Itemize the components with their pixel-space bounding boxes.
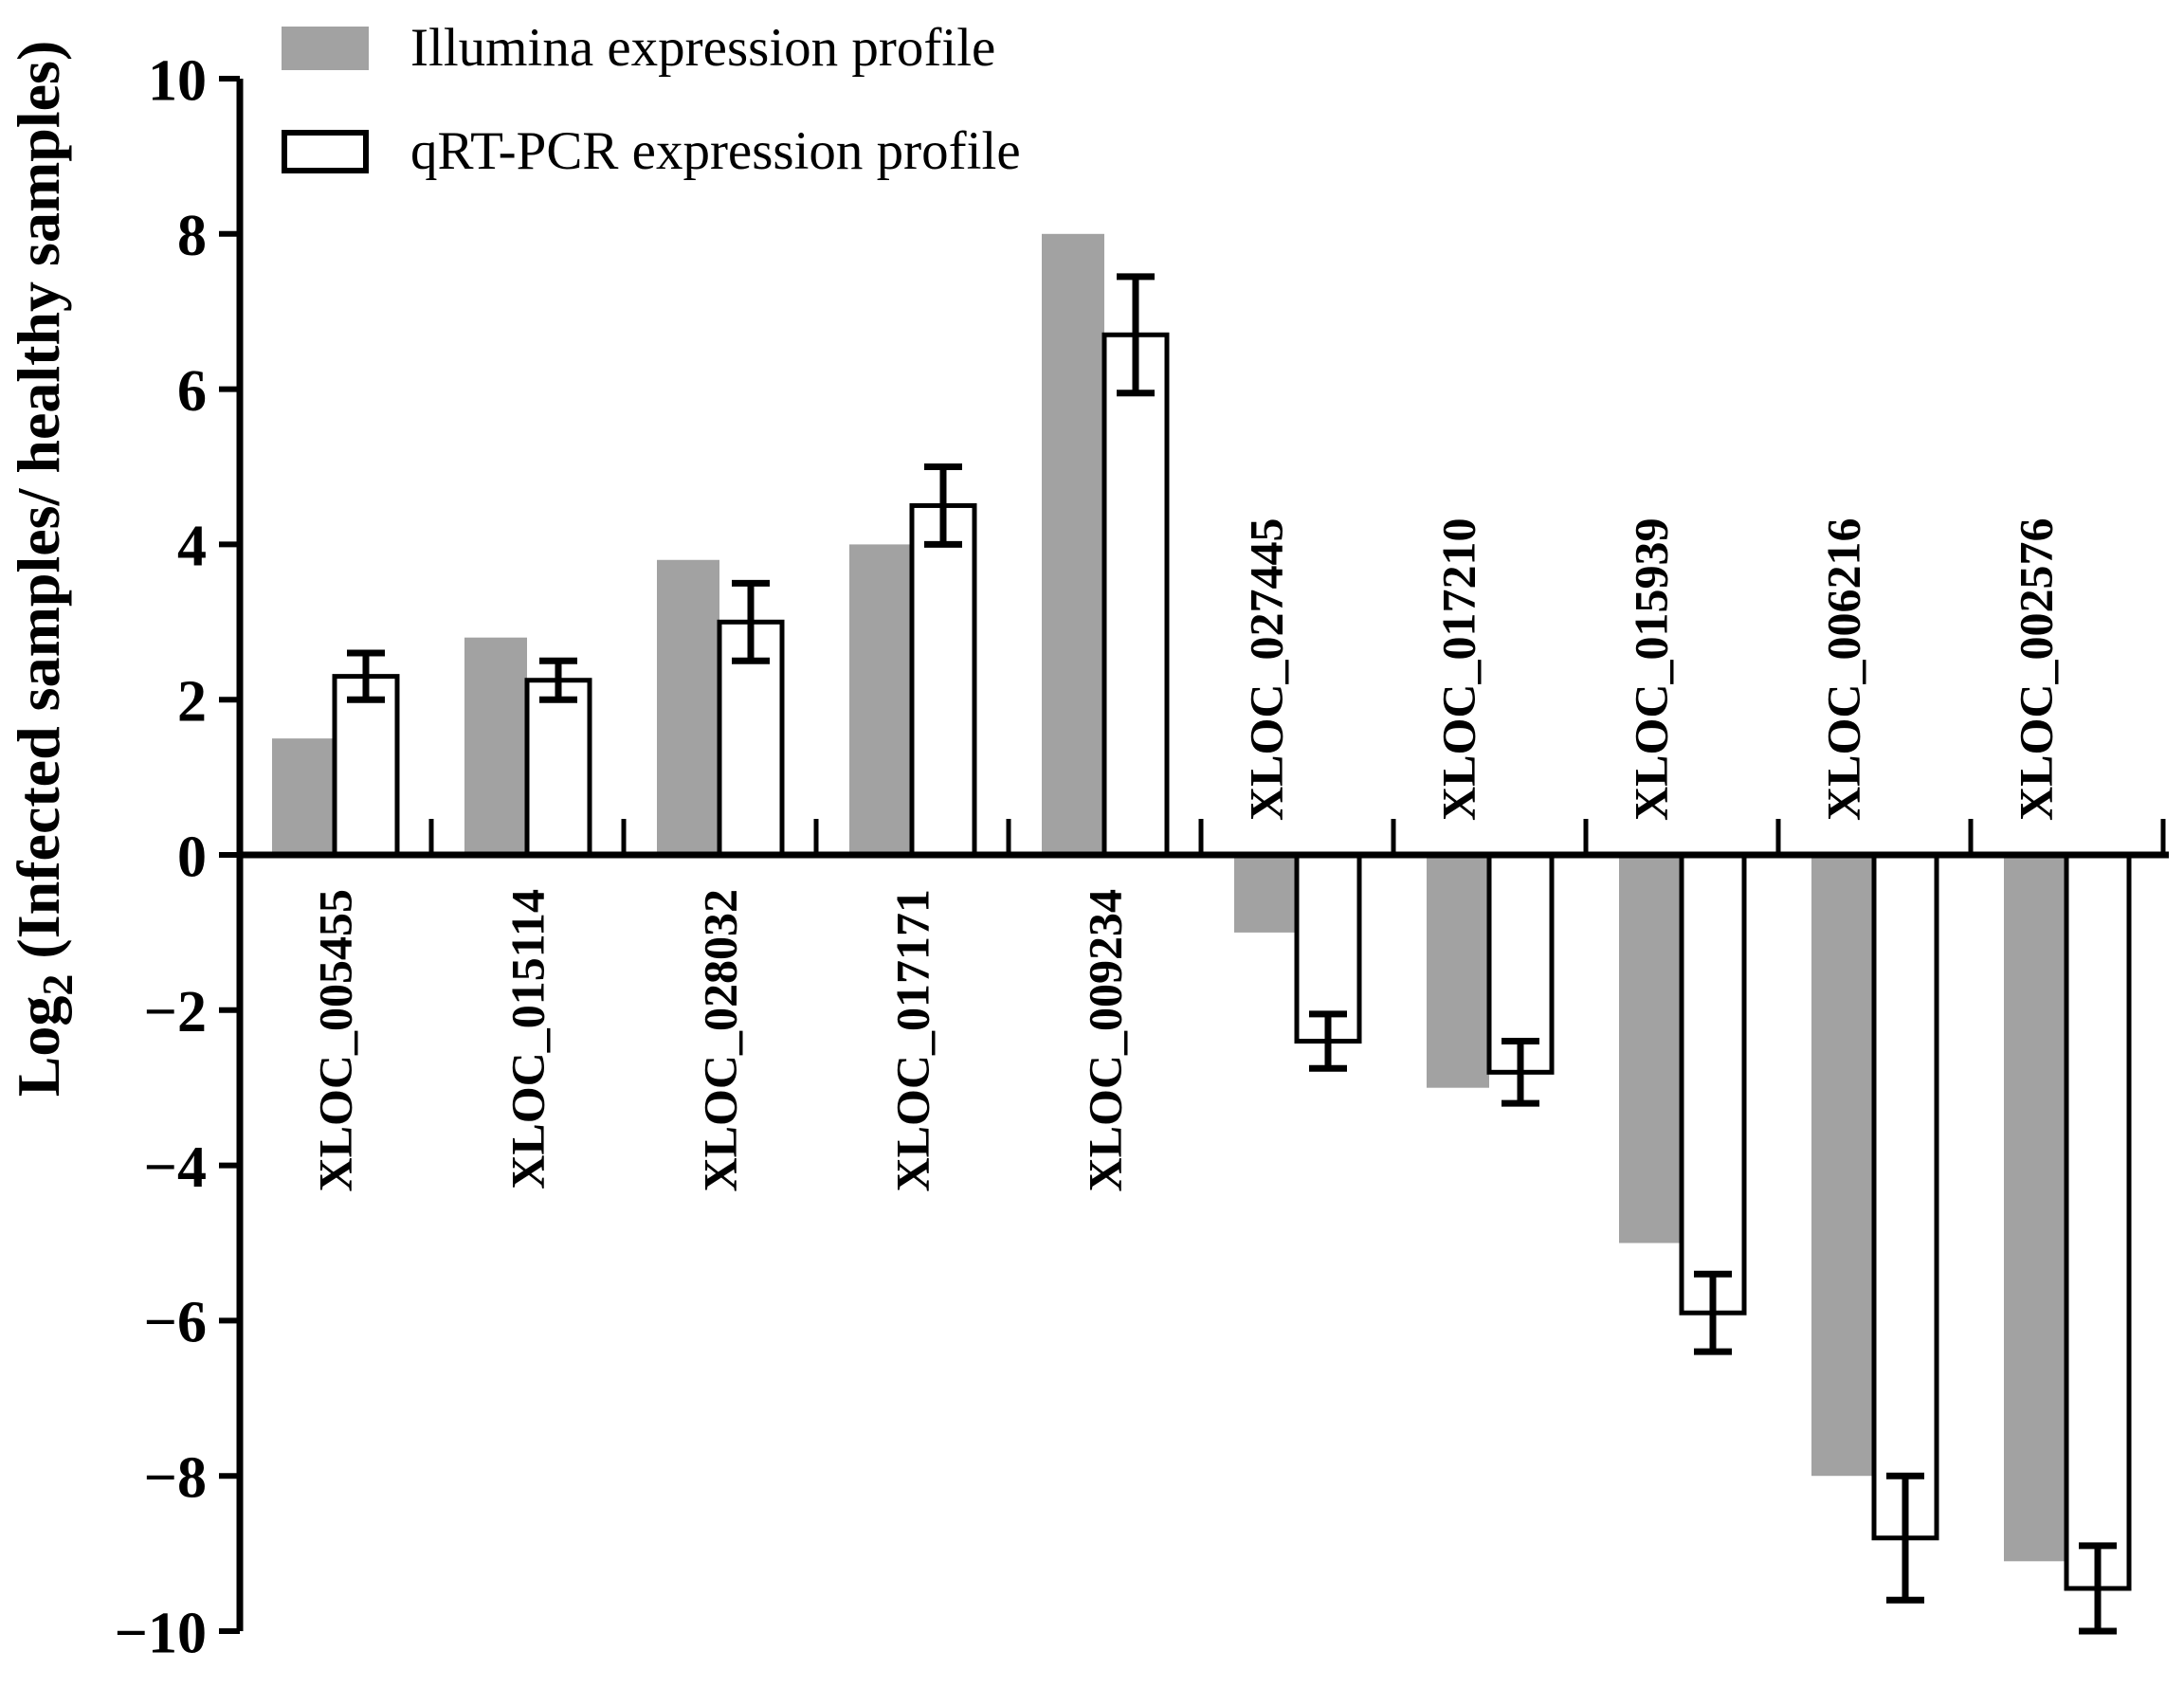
category-label-XLOC_009234: XLOC_009234 [1079, 889, 1132, 1191]
bar-qrt-pcr-XLOC_017171 [909, 502, 977, 858]
y-tick-label-4: 4 [177, 515, 207, 579]
error-bar-XLOC_006216 [1886, 1472, 1924, 1604]
legend-item-illumina: Illumina expression profile [282, 21, 1021, 75]
error-bar-XLOC_005455 [347, 649, 385, 703]
y-tick-label--8: −8 [144, 1446, 207, 1511]
bar-illumina-XLOC_028032 [657, 559, 719, 855]
y-axis-title: Log2 (Infected samples/ healthy samples) [5, 41, 82, 1098]
category-label-XLOC_028032: XLOC_028032 [694, 889, 747, 1191]
y-tick-label--4: −4 [144, 1135, 207, 1200]
legend-label-qrt-pcr: qRT-PCR expression profile [410, 121, 1021, 181]
legend-swatch-qrt-pcr-icon [282, 129, 369, 173]
bar-qrt-pcr-XLOC_009234 [1101, 332, 1170, 858]
y-tick-label-8: 8 [177, 204, 207, 268]
bar-qrt-pcr-XLOC_005455 [332, 674, 400, 858]
bar-qrt-pcr-XLOC_015939 [1679, 852, 1747, 1316]
bar-qrt-pcr-XLOC_006216 [1871, 852, 1939, 1541]
legend-label-illumina: Illumina expression profile [410, 18, 996, 78]
category-label-XLOC_015114: XLOC_015114 [501, 889, 555, 1189]
y-tick-label--10: −10 [115, 1601, 207, 1665]
category-label-XLOC_002576: XLOC_002576 [2010, 518, 2063, 821]
category-label-XLOC_005455: XLOC_005455 [309, 889, 362, 1191]
bar-illumina-XLOC_027445 [1234, 855, 1297, 933]
bar-illumina-XLOC_017171 [849, 544, 912, 855]
legend-item-qrt-pcr: qRT-PCR expression profile [282, 124, 1021, 178]
bar-illumina-XLOC_017210 [1427, 855, 1489, 1088]
bar-qrt-pcr-XLOC_002576 [2064, 852, 2132, 1591]
category-label-XLOC_006216: XLOC_006216 [1817, 518, 1870, 821]
error-bar-XLOC_017171 [924, 463, 962, 548]
y-axis-title-part: 2 [33, 974, 82, 996]
error-bar-XLOC_002576 [2079, 1542, 2117, 1635]
y-axis-title-part: (Infected samples/ healthy samples) [5, 41, 72, 974]
bar-illumina-XLOC_015114 [464, 637, 527, 855]
error-bar-XLOC_028032 [732, 579, 770, 664]
category-label-XLOC_017210: XLOC_017210 [1432, 518, 1485, 821]
error-bar-XLOC_027445 [1309, 1010, 1347, 1072]
legend-swatch-illumina-icon [282, 26, 369, 70]
error-bar-XLOC_017210 [1502, 1038, 1539, 1107]
error-bar-XLOC_009234 [1117, 273, 1155, 397]
y-tick-label--2: −2 [144, 980, 207, 1044]
bar-qrt-pcr-XLOC_015114 [524, 678, 592, 858]
bar-illumina-XLOC_002576 [2004, 855, 2066, 1562]
error-bar-XLOC_015114 [539, 657, 577, 703]
bar-illumina-XLOC_015939 [1619, 855, 1682, 1243]
chart-legend: Illumina expression profile qRT-PCR expr… [282, 21, 1021, 178]
error-bar-XLOC_015939 [1694, 1270, 1732, 1355]
y-tick-label-6: 6 [177, 359, 207, 424]
y-tick-label-10: 10 [148, 48, 207, 113]
y-tick-label-2: 2 [177, 670, 207, 735]
category-label-XLOC_017171: XLOC_017171 [886, 889, 939, 1191]
y-tick-label-0: 0 [177, 825, 207, 889]
bar-illumina-XLOC_005455 [272, 738, 335, 855]
y-tick-label--6: −6 [144, 1291, 207, 1355]
category-label-XLOC_027445: XLOC_027445 [1240, 518, 1293, 821]
bar-illumina-XLOC_009234 [1042, 233, 1104, 856]
category-label-XLOC_015939: XLOC_015939 [1625, 518, 1678, 821]
y-axis-title-part: Log [5, 996, 72, 1098]
bar-illumina-XLOC_006216 [1811, 855, 1874, 1477]
